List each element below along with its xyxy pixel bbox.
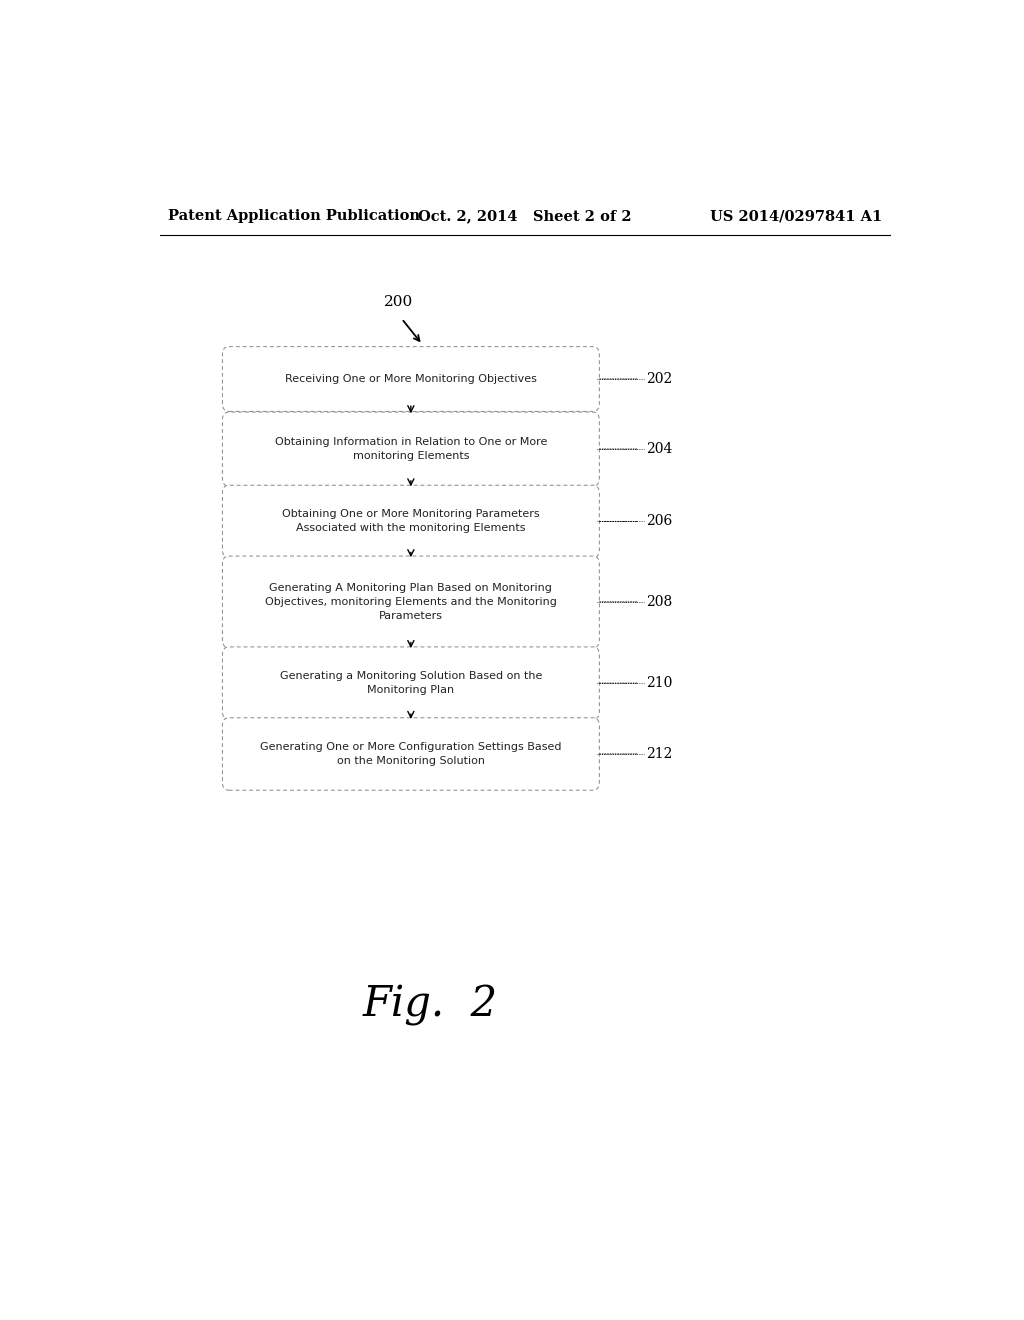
Text: Receiving One or More Monitoring Objectives: Receiving One or More Monitoring Objecti… — [285, 374, 537, 384]
Text: Obtaining One or More Monitoring Parameters
Associated with the monitoring Eleme: Obtaining One or More Monitoring Paramet… — [282, 510, 540, 533]
Text: 200: 200 — [384, 294, 413, 309]
FancyBboxPatch shape — [222, 556, 599, 648]
FancyBboxPatch shape — [222, 647, 599, 719]
Text: 204: 204 — [645, 442, 672, 457]
FancyBboxPatch shape — [222, 412, 599, 486]
Text: 206: 206 — [645, 515, 672, 528]
Text: Patent Application Publication: Patent Application Publication — [168, 209, 420, 223]
Text: Generating One or More Configuration Settings Based
on the Monitoring Solution: Generating One or More Configuration Set… — [260, 742, 561, 766]
Text: Obtaining Information in Relation to One or More
monitoring Elements: Obtaining Information in Relation to One… — [274, 437, 547, 461]
Text: 210: 210 — [645, 676, 672, 690]
Text: 202: 202 — [645, 372, 672, 385]
Text: 208: 208 — [645, 595, 672, 609]
FancyBboxPatch shape — [222, 486, 599, 557]
FancyBboxPatch shape — [222, 718, 599, 791]
Text: US 2014/0297841 A1: US 2014/0297841 A1 — [710, 209, 882, 223]
Text: Fig.  2: Fig. 2 — [362, 985, 498, 1027]
Text: Oct. 2, 2014   Sheet 2 of 2: Oct. 2, 2014 Sheet 2 of 2 — [418, 209, 632, 223]
Text: 212: 212 — [645, 747, 672, 762]
FancyBboxPatch shape — [222, 347, 599, 412]
Text: Generating A Monitoring Plan Based on Monitoring
Objectives, monitoring Elements: Generating A Monitoring Plan Based on Mo… — [265, 583, 557, 620]
Text: Generating a Monitoring Solution Based on the
Monitoring Plan: Generating a Monitoring Solution Based o… — [280, 671, 542, 696]
